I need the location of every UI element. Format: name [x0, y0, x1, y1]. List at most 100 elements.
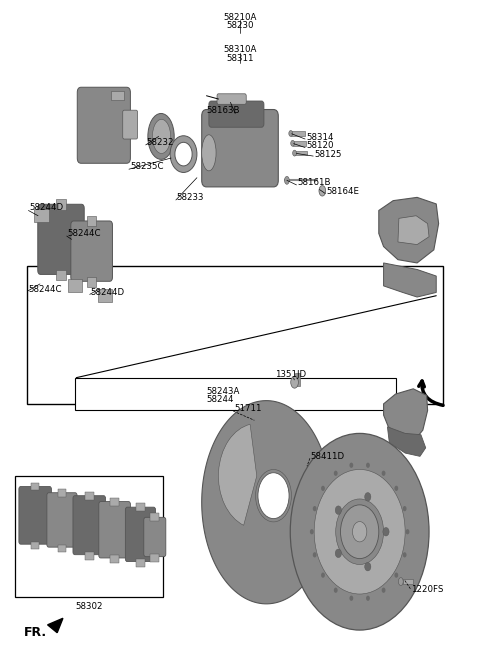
Bar: [34, 209, 48, 222]
Bar: [151, 513, 159, 521]
Ellipse shape: [398, 578, 403, 585]
Ellipse shape: [148, 114, 174, 160]
Text: 58235C: 58235C: [130, 162, 163, 171]
Polygon shape: [48, 618, 63, 633]
FancyBboxPatch shape: [47, 493, 77, 547]
Bar: [85, 552, 94, 560]
Ellipse shape: [202, 135, 216, 171]
Bar: [31, 541, 39, 549]
Ellipse shape: [258, 473, 289, 518]
Ellipse shape: [313, 553, 317, 557]
Ellipse shape: [334, 470, 337, 476]
Ellipse shape: [293, 150, 297, 156]
Bar: [87, 215, 96, 226]
Polygon shape: [384, 263, 436, 297]
Text: 58244C: 58244C: [68, 229, 101, 238]
Bar: [85, 491, 94, 499]
Text: FR.: FR.: [24, 626, 47, 639]
Ellipse shape: [366, 596, 370, 601]
Bar: [68, 279, 82, 292]
Ellipse shape: [335, 549, 341, 558]
Text: 58302: 58302: [75, 602, 103, 611]
Polygon shape: [398, 215, 429, 244]
FancyBboxPatch shape: [99, 501, 131, 558]
Text: 51711: 51711: [234, 404, 262, 413]
FancyBboxPatch shape: [209, 101, 264, 127]
Text: 58125: 58125: [314, 150, 342, 158]
Polygon shape: [379, 197, 439, 263]
Bar: [293, 141, 306, 146]
Ellipse shape: [321, 486, 325, 491]
Wedge shape: [218, 424, 257, 526]
Ellipse shape: [403, 506, 407, 511]
Ellipse shape: [291, 376, 299, 388]
Bar: [27, 266, 444, 404]
Text: 58244C: 58244C: [28, 284, 62, 294]
Ellipse shape: [321, 572, 325, 578]
Ellipse shape: [290, 434, 429, 630]
Text: 58243A: 58243A: [206, 387, 240, 396]
Ellipse shape: [395, 486, 398, 491]
Bar: [151, 554, 159, 562]
Ellipse shape: [334, 587, 337, 593]
Bar: [136, 503, 145, 511]
Bar: [110, 555, 119, 563]
Ellipse shape: [382, 470, 385, 476]
Text: 1220FS: 1220FS: [411, 585, 444, 594]
Bar: [58, 545, 66, 553]
FancyBboxPatch shape: [77, 87, 131, 164]
Text: 58230: 58230: [226, 21, 254, 30]
Bar: [31, 483, 39, 490]
FancyBboxPatch shape: [144, 517, 166, 556]
Bar: [75, 378, 396, 411]
Ellipse shape: [352, 522, 367, 542]
FancyBboxPatch shape: [217, 94, 246, 104]
Bar: [87, 277, 96, 286]
Ellipse shape: [319, 185, 325, 196]
Bar: [295, 373, 300, 386]
Ellipse shape: [291, 141, 295, 147]
Text: 58164E: 58164E: [326, 187, 359, 196]
Bar: [136, 559, 145, 567]
Ellipse shape: [289, 131, 293, 137]
Text: 58120: 58120: [306, 141, 334, 150]
Bar: [110, 497, 119, 505]
Text: 58311: 58311: [226, 54, 254, 63]
Bar: [111, 91, 124, 101]
Bar: [403, 579, 413, 584]
Text: 58244: 58244: [206, 396, 234, 405]
Ellipse shape: [383, 528, 389, 536]
Polygon shape: [384, 389, 428, 440]
Ellipse shape: [349, 463, 353, 468]
FancyBboxPatch shape: [38, 204, 84, 275]
Ellipse shape: [285, 176, 289, 184]
Ellipse shape: [406, 529, 409, 534]
Text: 58310A: 58310A: [223, 45, 257, 55]
Bar: [98, 289, 112, 302]
Bar: [295, 151, 307, 156]
Ellipse shape: [382, 587, 385, 593]
FancyBboxPatch shape: [125, 507, 156, 562]
Ellipse shape: [153, 120, 170, 154]
Polygon shape: [202, 401, 331, 604]
Text: 58244D: 58244D: [91, 288, 125, 297]
Bar: [291, 131, 305, 136]
Ellipse shape: [403, 553, 407, 557]
Text: 58411D: 58411D: [311, 452, 345, 461]
Text: 58161B: 58161B: [298, 179, 331, 187]
FancyBboxPatch shape: [71, 221, 112, 281]
FancyBboxPatch shape: [19, 486, 51, 544]
Text: 58163B: 58163B: [206, 106, 240, 116]
Text: 58233: 58233: [177, 193, 204, 202]
Ellipse shape: [395, 572, 398, 578]
Bar: [56, 271, 66, 280]
Ellipse shape: [365, 493, 371, 501]
Ellipse shape: [310, 529, 314, 534]
FancyBboxPatch shape: [123, 110, 138, 139]
Bar: [15, 476, 163, 597]
Text: 58244D: 58244D: [29, 204, 63, 212]
FancyBboxPatch shape: [202, 110, 278, 187]
Polygon shape: [387, 427, 426, 457]
Text: 1351JD: 1351JD: [275, 370, 306, 379]
Ellipse shape: [313, 506, 317, 511]
